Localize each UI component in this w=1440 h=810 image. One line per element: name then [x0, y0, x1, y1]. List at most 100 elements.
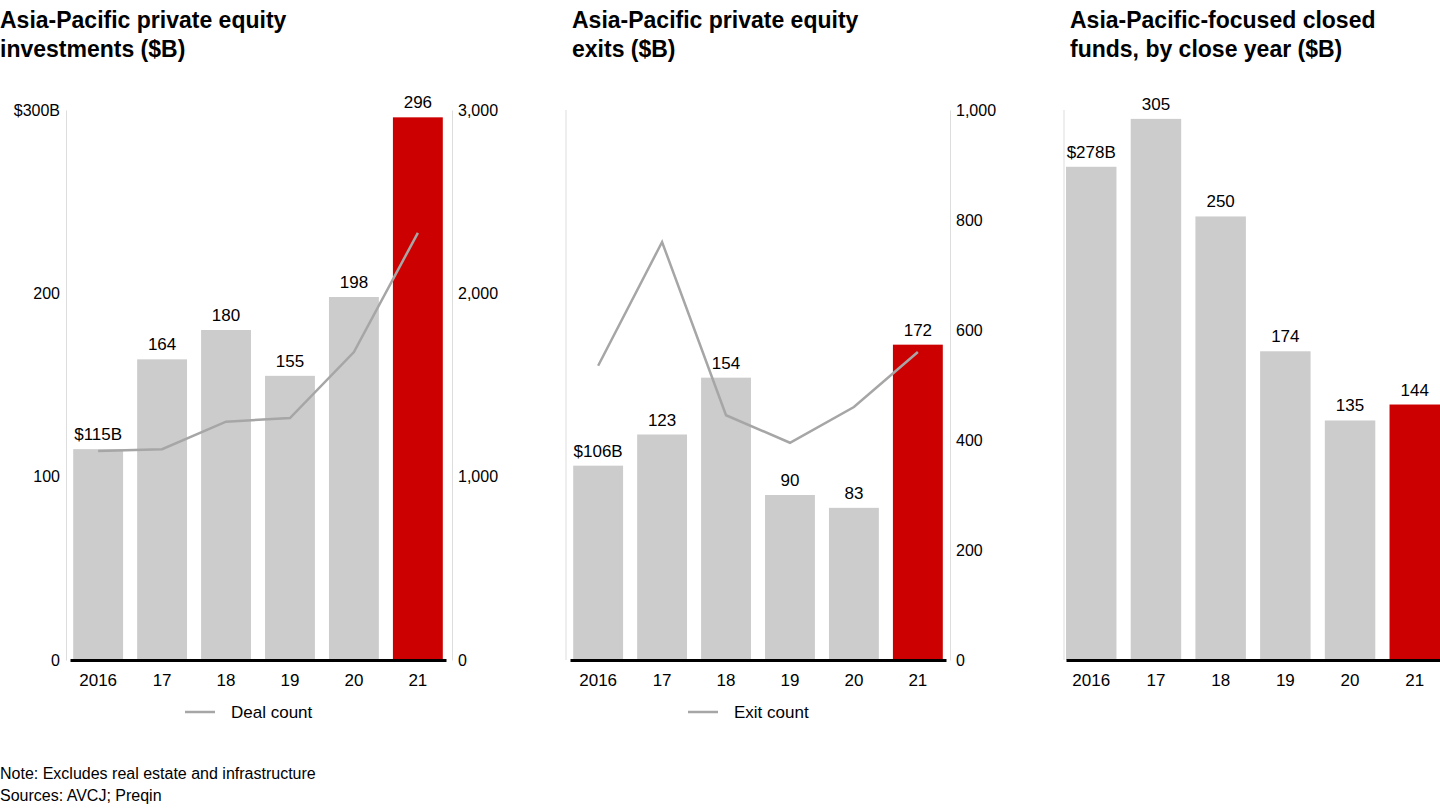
data-label: 155	[276, 352, 304, 371]
y2-axis-line	[950, 111, 951, 661]
y2-tick: 800	[950, 212, 983, 229]
chart-title: funds, by close year ($B)	[1070, 36, 1342, 62]
x-axis: 2016 17 18 19 20 21	[71, 660, 447, 690]
y2-tick: 0	[950, 652, 965, 669]
data-label: 250	[1206, 192, 1234, 211]
x-tick: 17	[653, 660, 672, 690]
x-tick-label: 18	[1211, 671, 1230, 690]
x-tick: 2016	[1072, 660, 1110, 690]
y2-tick: 0	[452, 652, 467, 669]
data-label: $106B	[574, 442, 623, 461]
x-tick: 17	[1146, 660, 1165, 690]
panel: Asia-Pacific private equity investments (…	[0, 7, 498, 722]
chart-title: Asia-Pacific private equity	[0, 7, 287, 33]
line	[98, 233, 418, 451]
x-axis: 20161718192021	[571, 660, 947, 690]
x-tick: 19	[781, 660, 800, 690]
y2-tick-label: 1,000	[458, 468, 498, 485]
x-tick: 20	[1341, 660, 1360, 690]
data-labels: $106B1231549083172	[574, 321, 933, 503]
y-tick-label: $300B	[14, 102, 60, 119]
legend-label: Deal count	[231, 703, 313, 722]
y-axis: 0 100 200 $300B	[14, 102, 67, 669]
data-label: 198	[340, 273, 368, 292]
y-tick: 0	[51, 652, 66, 669]
data-label: 135	[1336, 396, 1364, 415]
bar	[637, 435, 687, 661]
x-tick: 18	[217, 660, 236, 690]
y-tick: 100	[33, 468, 66, 485]
legend: Deal count	[185, 703, 313, 722]
x-tick-label: 2016	[579, 671, 617, 690]
bar	[829, 508, 879, 660]
note: Note: Excludes real estate and infrastru…	[0, 765, 316, 782]
y-tick: 200	[33, 285, 66, 302]
chart-title: exits ($B)	[572, 36, 676, 62]
y2-tick: 3,000	[452, 102, 498, 119]
x-tick-label: 19	[281, 671, 300, 690]
bar	[1131, 119, 1181, 660]
bar	[1066, 167, 1116, 660]
x-tick: 2016	[79, 660, 117, 690]
bar	[701, 378, 751, 660]
chart-canvas: Asia-Pacific private equity investments (…	[0, 0, 1440, 810]
y2-tick-label: 600	[956, 322, 983, 339]
x-tick-label: 20	[1341, 671, 1360, 690]
x-tick: 21	[908, 660, 927, 690]
x-tick: 20	[344, 660, 363, 690]
x-tick-label: 19	[1276, 671, 1295, 690]
plot-area	[73, 117, 443, 660]
y2-axis-line	[452, 111, 453, 661]
bar	[1195, 216, 1245, 660]
x-tick: 17	[153, 660, 172, 690]
data-label: 172	[904, 321, 932, 340]
y2-axis: 02004006008001,000	[950, 102, 996, 669]
x-tick-label: 18	[217, 671, 236, 690]
bar	[893, 345, 943, 660]
x-tick-label: 21	[908, 671, 927, 690]
y-tick-label: 200	[33, 285, 60, 302]
legend-swatch	[185, 711, 215, 714]
y-tick-label: 0	[51, 652, 60, 669]
y2-tick-label: 800	[956, 212, 983, 229]
bar	[573, 466, 623, 660]
y2-tick: 1,000	[452, 468, 498, 485]
y2-tick-label: 1,000	[956, 102, 996, 119]
x-tick: 21	[408, 660, 427, 690]
y2-axis: 0 1,000 2,000 3,000	[452, 102, 498, 669]
x-tick-label: 20	[844, 671, 863, 690]
y-axis-line	[66, 111, 67, 661]
data-label: 305	[1142, 95, 1170, 114]
panel: Asia-Pacific private equity exits ($B) $10…	[566, 7, 996, 722]
legend-label: Exit count	[734, 703, 809, 722]
x-axis-line	[571, 659, 947, 662]
data-label: $278B	[1067, 143, 1116, 162]
panel: Asia-Pacific-focused closedfunds, by clo…	[1064, 7, 1440, 690]
y-axis-line	[566, 110, 567, 660]
x-tick-label: 19	[781, 671, 800, 690]
x-tick: 2016	[579, 660, 617, 690]
y-axis-line	[1064, 110, 1065, 660]
legend-swatch	[688, 711, 718, 714]
x-axis-line	[1067, 659, 1440, 662]
data-labels: $115B164180155198296	[74, 93, 432, 444]
plot-area	[1066, 119, 1440, 660]
x-tick-label: 2016	[1072, 671, 1110, 690]
data-label: $115B	[74, 425, 122, 444]
chart-title: investments ($B)	[0, 36, 185, 62]
x-axis: 20161718192021	[1067, 660, 1440, 690]
legend: Exit count	[688, 703, 809, 722]
bar	[1390, 405, 1440, 660]
bar	[73, 449, 123, 660]
x-tick-label: 2016	[79, 671, 117, 690]
y-tick-label: 100	[33, 468, 60, 485]
bar	[393, 117, 443, 660]
data-label: 144	[1401, 381, 1429, 400]
x-tick-label: 21	[408, 671, 427, 690]
x-axis-line	[71, 659, 447, 662]
y2-tick: 1,000	[950, 102, 996, 119]
y2-tick: 2,000	[452, 285, 498, 302]
chart-title: Asia-Pacific private equity	[572, 7, 859, 33]
x-tick: 18	[1211, 660, 1230, 690]
x-tick: 19	[281, 660, 300, 690]
